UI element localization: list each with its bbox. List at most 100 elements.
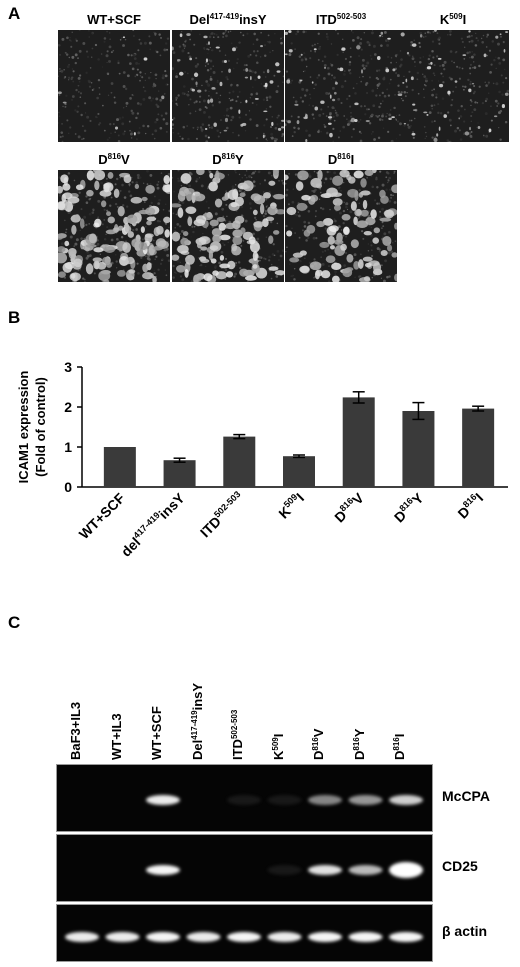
gel-band <box>146 795 180 805</box>
gel-lane-label-suffix: insY <box>189 682 205 711</box>
gel-lane-label-base: Del <box>189 739 205 760</box>
micrograph-label-base: D <box>98 152 108 167</box>
gel-row <box>56 904 433 962</box>
error-bar <box>173 457 186 463</box>
micrograph-texture <box>285 170 397 282</box>
micrograph-texture <box>285 30 397 142</box>
gel-lane-label: K509I <box>271 734 286 760</box>
gel-band <box>186 932 221 942</box>
micrograph-label-superscript: 417-419 <box>209 12 240 21</box>
gel-row <box>56 834 433 902</box>
gel-lane-label-suffix: V <box>311 728 326 738</box>
panel-label-c: C <box>8 613 21 632</box>
y-tick-label: 3 <box>64 359 72 375</box>
x-category-label: WT+SCF <box>76 489 129 542</box>
gel-row-label: β actin <box>442 923 488 939</box>
gel-band <box>146 865 180 875</box>
x-category-label: D816V <box>330 489 367 526</box>
gel-lane-label: D816I <box>392 734 407 760</box>
error-bar <box>352 391 365 404</box>
gel-row <box>56 764 433 832</box>
gel-band <box>348 795 383 805</box>
x-category-label: D816Y <box>390 489 427 526</box>
gel-band <box>267 932 302 942</box>
micrograph-image <box>58 170 170 282</box>
micrograph-texture <box>58 170 170 282</box>
error-bar <box>293 454 305 459</box>
gel-band <box>267 865 302 875</box>
gel-band <box>308 865 342 875</box>
gel-band <box>267 795 302 805</box>
micrograph-label-suffix: I <box>462 12 467 27</box>
micrograph-label-suffix: V <box>121 152 130 167</box>
gel-lane-label-superscript: 502-503 <box>230 709 239 740</box>
gel-bands <box>146 795 423 805</box>
gel-lane-label: ITD502-503 <box>230 710 245 760</box>
micrograph-label: K509I <box>397 12 509 27</box>
micrograph-image <box>172 30 284 142</box>
y-tick-label: 2 <box>64 399 72 415</box>
bar <box>223 436 256 487</box>
gel-lane-label-superscript: 816 <box>392 737 401 751</box>
micrograph-label-superscript: 816 <box>107 152 122 161</box>
micrograph-label-superscript: 502-503 <box>336 12 367 21</box>
panel-label-a: A <box>8 4 21 23</box>
gel-lane-label: WT+SCF <box>149 706 164 760</box>
micrograph-label: Del417-419insY <box>172 12 284 27</box>
gel-band <box>65 932 99 942</box>
gel-band <box>105 932 140 942</box>
gel-lane-label-base: WT+SCF <box>149 706 164 760</box>
x-category-label: ITD502-503 <box>196 489 247 540</box>
gel-lane-label-suffix: I <box>270 733 286 738</box>
x-category-label: K509I <box>275 489 308 522</box>
gel-band <box>308 795 342 805</box>
micrograph-image <box>397 30 509 142</box>
micrograph-texture <box>397 30 509 142</box>
gel-lane-label-base: D <box>392 750 407 760</box>
panel-label-b: B <box>8 308 21 327</box>
gel-lane-label-superscript: 816 <box>311 737 320 751</box>
gel-lane-label: D816V <box>311 729 326 760</box>
bar <box>342 397 375 487</box>
error-bar <box>233 433 246 440</box>
micrograph-label: ITD502-503 <box>285 12 397 27</box>
micrograph-texture <box>172 30 284 142</box>
micrograph-image <box>58 30 170 142</box>
gel-row-label: CD25 <box>442 858 478 874</box>
gel-lane-label: D816Y <box>352 729 367 760</box>
gel-lane-label-base: K <box>270 750 286 760</box>
gel-row-label: McCPA <box>442 788 490 804</box>
gel-lane-label: BaF3+IL3 <box>68 702 83 760</box>
bar <box>103 447 136 487</box>
icam1-bar-chart: ICAM1 expression (Fold of control) 0 1 2 3 WT+… <box>16 359 508 560</box>
micrograph-label: D816V <box>58 152 170 167</box>
error-bar <box>412 401 425 421</box>
gel-bands <box>146 862 423 878</box>
micrograph-label-superscript: 816 <box>221 152 236 161</box>
micrograph-label: WT+SCF <box>58 12 170 27</box>
micrograph-label: D816I <box>285 152 397 167</box>
gel-band <box>348 865 383 875</box>
gel-lane-label-base: D <box>311 750 326 760</box>
y-axis-label-line2: (Fold of control) <box>33 377 48 477</box>
micrograph-label: D816Y <box>172 152 284 167</box>
x-category-label: del417-419insY <box>117 489 188 560</box>
gel-lane-label: Del417-419insY <box>190 683 205 760</box>
gel-band <box>389 862 423 878</box>
bar <box>163 460 196 487</box>
gel-band <box>227 932 261 942</box>
gel-lane-label-superscript: 509 <box>270 737 280 751</box>
gel-bands <box>65 932 423 942</box>
gel-lane-label-base: ITD <box>230 739 245 760</box>
micrograph-image <box>285 170 397 282</box>
micrograph-image <box>172 170 284 282</box>
micrograph-label-base: ITD <box>315 12 337 27</box>
micrograph-label-base: D <box>212 152 222 167</box>
gel-band <box>146 932 180 942</box>
gel-band <box>389 932 423 942</box>
x-category-label: D816I <box>454 489 487 522</box>
gel-band <box>348 932 383 942</box>
micrograph-label-base: K <box>439 12 450 27</box>
micrograph-label-superscript: 816 <box>337 152 351 161</box>
micrograph-label-base: WT+SCF <box>87 12 141 27</box>
